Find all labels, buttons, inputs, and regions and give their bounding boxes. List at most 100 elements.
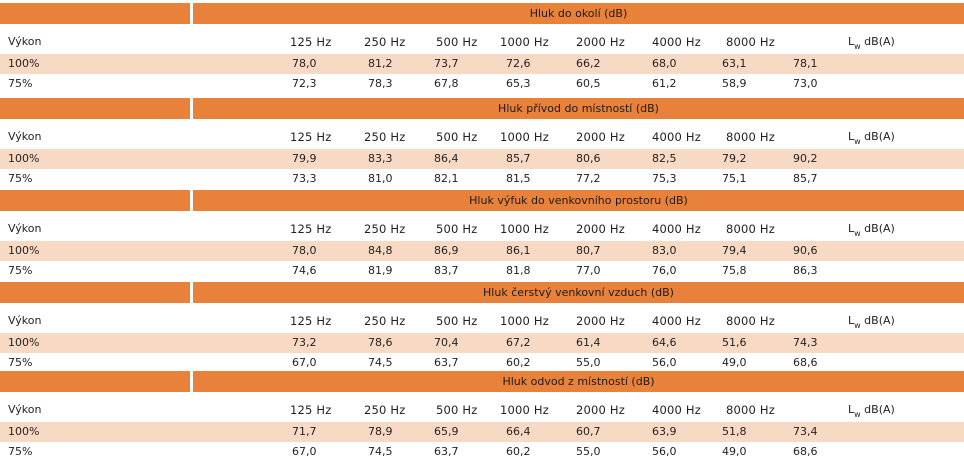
row-label: 100% [8, 57, 40, 70]
header-row: Výkon 125 Hz 250 Hz 500 Hz 1000 Hz 2000 Hz 400… [0, 400, 964, 420]
frequency-header: 2000 Hz [576, 222, 626, 236]
value-cell: 75,1 [722, 172, 747, 185]
frequency-header: 4000 Hz [652, 222, 702, 236]
frequency-header: 500 Hz [436, 222, 478, 236]
table-row: 75% 73,3 81,0 82,1 81,5 77,2 75,3 75,1 85,7 [0, 169, 964, 189]
value-cell: 63,9 [652, 425, 677, 438]
value-cell: 80,6 [576, 152, 601, 165]
lw-subscript: w [854, 137, 861, 146]
power-label: Výkon [8, 130, 42, 143]
value-cell: 83,3 [368, 152, 393, 165]
frequency-header: 8000 Hz [726, 222, 776, 236]
lw-value: 68,6 [793, 445, 818, 458]
frequency-header: 250 Hz [364, 403, 406, 417]
frequency-header: 125 Hz [290, 130, 332, 144]
frequency-header: 250 Hz [364, 314, 406, 328]
value-cell: 77,0 [576, 264, 601, 277]
row-label: 100% [8, 244, 40, 257]
value-cell: 81,0 [368, 172, 393, 185]
frequency-header: 2000 Hz [576, 403, 626, 417]
frequency-header: 125 Hz [290, 222, 332, 236]
section-title: Hluk přívod do místností (dB) [193, 98, 964, 119]
lw-value: 85,7 [793, 172, 818, 185]
lw-subscript: w [854, 410, 861, 419]
banner-left-block [0, 371, 190, 392]
lw-subscript: w [854, 229, 861, 238]
frequency-header: 1000 Hz [500, 403, 550, 417]
value-cell: 75,8 [722, 264, 747, 277]
value-cell: 86,9 [434, 244, 459, 257]
row-label: 75% [8, 264, 33, 277]
frequency-header: 2000 Hz [576, 130, 626, 144]
value-cell: 74,5 [368, 445, 393, 458]
frequency-header: 8000 Hz [726, 130, 776, 144]
section-banner: Hluk odvod z místností (dB) [0, 371, 964, 392]
value-cell: 49,0 [722, 445, 747, 458]
banner-left-block [0, 190, 190, 211]
value-cell: 70,4 [434, 336, 459, 349]
banner-left-block [0, 98, 190, 119]
frequency-header: 2000 Hz [576, 35, 626, 49]
value-cell: 67,8 [434, 77, 459, 90]
frequency-header: 250 Hz [364, 130, 406, 144]
table-row: 100% 78,0 84,8 86,9 86,1 80,7 83,0 79,4 90,6 [0, 241, 964, 261]
table-row: 75% 67,0 74,5 63,7 60,2 55,0 56,0 49,0 68,6 [0, 442, 964, 462]
frequency-header: 1000 Hz [500, 35, 550, 49]
value-cell: 67,0 [292, 356, 317, 369]
lw-value: 90,2 [793, 152, 818, 165]
frequency-header: 2000 Hz [576, 314, 626, 328]
value-cell: 63,7 [434, 445, 459, 458]
value-cell: 66,2 [576, 57, 601, 70]
frequency-header: 125 Hz [290, 403, 332, 417]
value-cell: 79,4 [722, 244, 747, 257]
lw-value: 68,6 [793, 356, 818, 369]
table-row: 75% 67,0 74,5 63,7 60,2 55,0 56,0 49,0 68,6 [0, 353, 964, 373]
lw-unit: dB(A) [860, 35, 895, 48]
frequency-header: 8000 Hz [726, 35, 776, 49]
header-row: Výkon 125 Hz 250 Hz 500 Hz 1000 Hz 2000 Hz 400… [0, 127, 964, 147]
value-cell: 72,3 [292, 77, 317, 90]
value-cell: 56,0 [652, 356, 677, 369]
row-label: 75% [8, 356, 33, 369]
lw-subscript: w [854, 42, 861, 51]
lw-letter: L [848, 130, 855, 143]
value-cell: 68,0 [652, 57, 677, 70]
frequency-header: 4000 Hz [652, 403, 702, 417]
lw-header: Lw dB(A) [848, 400, 895, 425]
row-label: 100% [8, 336, 40, 349]
value-cell: 85,7 [506, 152, 531, 165]
value-cell: 49,0 [722, 356, 747, 369]
header-row: Výkon 125 Hz 250 Hz 500 Hz 1000 Hz 2000 Hz 400… [0, 219, 964, 239]
lw-unit: dB(A) [860, 403, 895, 416]
lw-header: Lw dB(A) [848, 32, 895, 57]
row-label: 75% [8, 77, 33, 90]
lw-unit: dB(A) [860, 130, 895, 143]
value-cell: 58,9 [722, 77, 747, 90]
value-cell: 64,6 [652, 336, 677, 349]
value-cell: 81,8 [506, 264, 531, 277]
value-cell: 81,9 [368, 264, 393, 277]
table-row: 100% 73,2 78,6 70,4 67,2 61,4 64,6 51,6 74,3 [0, 333, 964, 353]
frequency-header: 1000 Hz [500, 130, 550, 144]
lw-value: 90,6 [793, 244, 818, 257]
value-cell: 65,9 [434, 425, 459, 438]
value-cell: 81,2 [368, 57, 393, 70]
value-cell: 67,2 [506, 336, 531, 349]
value-cell: 83,7 [434, 264, 459, 277]
banner-left-block [0, 3, 190, 24]
lw-value: 74,3 [793, 336, 818, 349]
power-label: Výkon [8, 222, 42, 235]
frequency-header: 125 Hz [290, 35, 332, 49]
value-cell: 61,4 [576, 336, 601, 349]
frequency-header: 4000 Hz [652, 314, 702, 328]
value-cell: 74,5 [368, 356, 393, 369]
value-cell: 66,4 [506, 425, 531, 438]
power-label: Výkon [8, 403, 42, 416]
lw-letter: L [848, 35, 855, 48]
lw-header: Lw dB(A) [848, 127, 895, 152]
value-cell: 60,2 [506, 356, 531, 369]
value-cell: 63,1 [722, 57, 747, 70]
value-cell: 65,3 [506, 77, 531, 90]
lw-letter: L [848, 222, 855, 235]
value-cell: 72,6 [506, 57, 531, 70]
